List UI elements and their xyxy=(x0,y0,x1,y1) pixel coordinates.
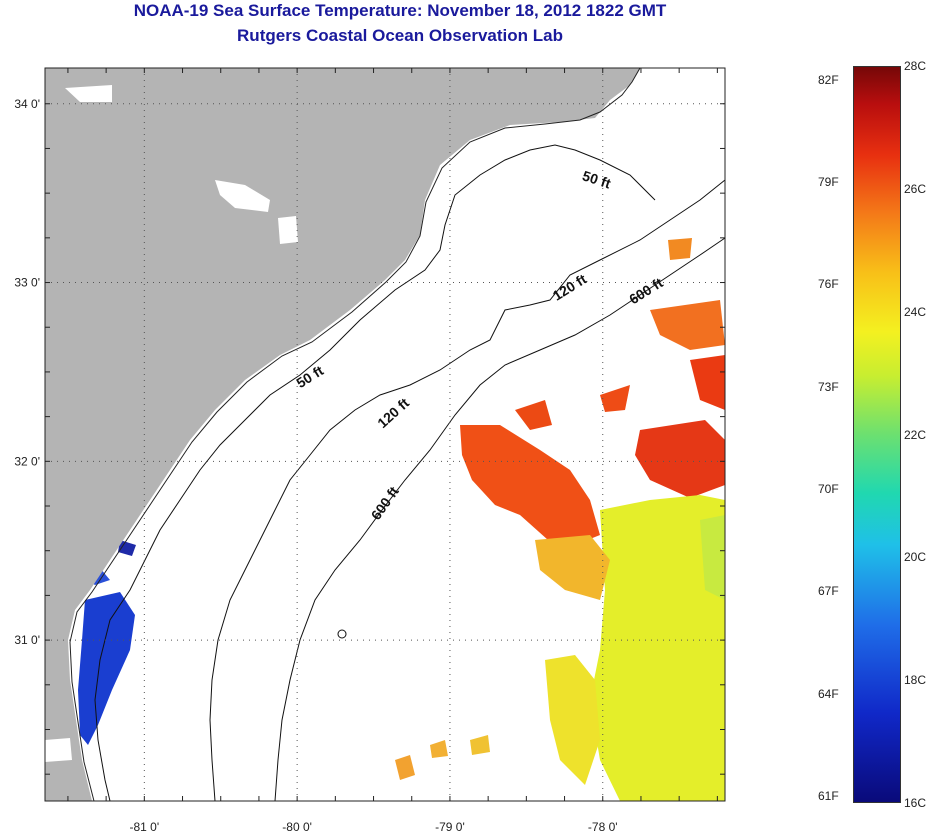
contour-120ft xyxy=(209,179,726,802)
lon-tick-label: -78 0' xyxy=(588,820,618,832)
coastline xyxy=(69,67,641,802)
inland-lake xyxy=(215,180,270,212)
lat-tick-label: 33 0' xyxy=(14,276,40,290)
colorbar-f-label: 79F xyxy=(818,175,839,189)
inland-lake xyxy=(45,738,72,762)
map-title: NOAA-19 Sea Surface Temperature: Novembe… xyxy=(133,1,667,20)
temperature-colorbar xyxy=(853,66,901,803)
colorbar-f-label: 82F xyxy=(818,72,839,87)
lon-tick-label: -81 0' xyxy=(129,820,159,832)
seamount-contour xyxy=(337,629,347,639)
contour-50ft xyxy=(94,144,656,802)
lon-tick-label: -80 0' xyxy=(282,820,312,832)
sst-pixels xyxy=(78,238,725,801)
inland-lake xyxy=(65,85,112,102)
lat-lon-grid xyxy=(45,68,725,801)
colorbar-f-label: 73F xyxy=(818,379,839,394)
colorbar-c-label: 16C xyxy=(904,796,927,810)
colorbar-c-label: 26C xyxy=(904,181,927,196)
lat-tick-label: 32 0' xyxy=(14,454,40,468)
lon-tick-label: -79 0' xyxy=(435,820,465,832)
map-frame xyxy=(44,67,726,802)
colorbar-c-label: 28C xyxy=(904,59,927,73)
colorbar-f-label: 67F xyxy=(818,584,839,599)
lat-tick-label: 31 0' xyxy=(14,633,40,647)
axis-ticks: -81 0' -80 0' -79 0' -78 0' 34 0' 33 0' 32 0' 3… xyxy=(14,68,725,832)
colorbar-f-label: 64F xyxy=(818,686,839,701)
land-mass xyxy=(45,68,640,801)
colorbar-c-label: 22C xyxy=(904,427,927,442)
lat-tick-label: 34 0' xyxy=(14,97,40,111)
colorbar-c-label: 18C xyxy=(904,673,927,688)
contour-600ft xyxy=(274,237,726,802)
colorbar-c-label: 20C xyxy=(904,550,927,565)
colorbar-f-label: 76F xyxy=(818,277,839,292)
colorbar-f-label: 61F xyxy=(818,789,839,804)
inland-lake xyxy=(278,216,298,244)
colorbar-f-label: 70F xyxy=(818,482,839,497)
colorbar-c-label: 24C xyxy=(904,304,927,319)
map-subtitle: Rutgers Coastal Ocean Observation Lab xyxy=(237,26,563,45)
